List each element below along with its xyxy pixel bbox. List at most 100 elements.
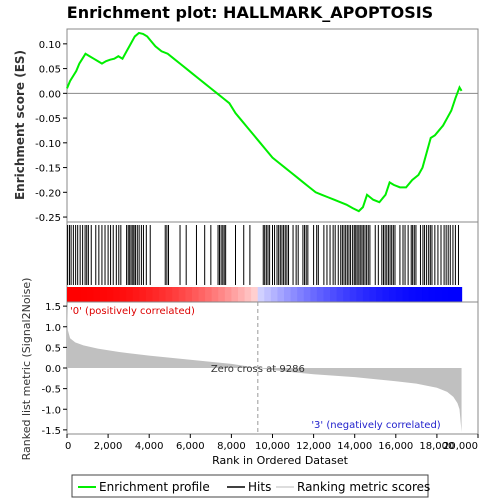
color-bar-segment: [376, 287, 384, 302]
color-bar-segment: [448, 287, 456, 302]
es-plot-frame: [66, 28, 479, 223]
color-bar-segment: [323, 287, 331, 302]
es-y-tick-label: -0.25: [35, 213, 61, 224]
legend-hits-label: Hits: [248, 480, 271, 494]
color-bar-segment: [454, 287, 463, 302]
color-bar-segment: [408, 287, 417, 302]
zero-cross-label: Zero cross at 9286: [211, 364, 305, 375]
ranked-panel: Zero cross at 9286 '0' (positively corre…: [20, 278, 479, 461]
es-y-tick-label: -0.20: [35, 188, 61, 199]
x-tick-label: 12,000: [296, 441, 331, 452]
color-bar-segment: [277, 287, 285, 302]
color-bar-segment: [178, 287, 186, 302]
color-bar-segment: [224, 287, 232, 302]
color-bar-segment: [441, 287, 450, 302]
color-bar-segment: [139, 287, 147, 302]
color-bar-segment: [264, 287, 272, 302]
hits-panel: [66, 221, 479, 303]
color-bar-segment: [336, 287, 344, 302]
color-bar-segment: [113, 287, 121, 302]
ranked-y-tick-label: -1.0: [41, 405, 61, 416]
color-bar-segment: [132, 287, 140, 302]
color-bar-segment: [244, 287, 252, 302]
color-bar-segment: [218, 287, 226, 302]
color-bar-segment: [362, 287, 371, 302]
color-bar-segment: [343, 287, 351, 302]
legend: Enrichment profile Hits Ranking metric s…: [71, 474, 430, 498]
color-bar-segment: [303, 287, 311, 302]
es-y-tick-label: -0.15: [35, 164, 61, 175]
color-bar-segment: [185, 287, 193, 302]
color-bar-segment: [257, 287, 265, 302]
color-bar-segment: [205, 287, 213, 302]
legend-metric-label: Ranking metric scores: [297, 480, 430, 494]
color-bar-segment: [231, 287, 239, 302]
color-bar-segment: [395, 287, 403, 302]
ranked-y-tick-label: -1.5: [41, 426, 61, 437]
legend-profile-label: Enrichment profile: [99, 480, 210, 494]
color-bar-segment: [73, 287, 81, 302]
color-bar-segment: [80, 287, 88, 302]
color-bar-segment: [389, 287, 397, 302]
color-bar-segment: [198, 287, 206, 302]
x-axis-label: Rank in Ordered Dataset: [212, 454, 349, 467]
color-bar-segment: [237, 287, 246, 302]
positive-correlation-label: '0' (positively correlated): [70, 306, 195, 317]
negative-correlation-label: '3' (negatively correlated): [311, 420, 440, 431]
ranked-y-tick-label: -0.5: [41, 385, 61, 396]
x-tick-label: 6,000: [176, 441, 205, 452]
x-tick-label: 8,000: [217, 441, 246, 452]
ranked-y-tick-label: 0.5: [45, 343, 61, 354]
es-y-tick-label: 0.05: [39, 65, 61, 76]
color-bar-segment: [422, 287, 430, 302]
color-bar-segment: [172, 287, 180, 302]
x-tick-label: 0: [65, 441, 71, 452]
es-y-tick-label: -0.10: [35, 139, 61, 150]
color-bar-segment: [67, 287, 75, 302]
color-bar-segment: [106, 287, 114, 302]
x-tick-label: 18,000: [419, 441, 454, 452]
legend-box: [71, 474, 429, 498]
color-bar-segment: [284, 287, 292, 302]
color-bar-segment: [86, 287, 94, 302]
color-bar-segment: [251, 287, 259, 302]
color-bar-segment: [99, 287, 108, 302]
color-bar-segment: [290, 287, 298, 302]
hit-marks: [67, 225, 459, 285]
color-bar-segment: [126, 287, 134, 302]
x-tick-label: 10,000: [255, 441, 290, 452]
ranked-y-tick-label: 1.5: [45, 302, 61, 313]
color-bar-segment: [270, 287, 279, 302]
ranking-metric-area: [67, 304, 462, 432]
x-axis-ticks: 0 2,000 4,000 6,000 8,000 10,000 12,000 14,000 1…: [65, 434, 479, 452]
ranked-y-label: Ranked list metric (Signal2Noise): [20, 278, 33, 461]
color-bar-segment: [165, 287, 173, 302]
es-y-tick-label: 0.10: [39, 40, 61, 51]
color-bar-segment: [330, 287, 338, 302]
color-bar-segment: [402, 287, 410, 302]
color-bar-segment: [382, 287, 390, 302]
color-bar-segment: [356, 287, 364, 302]
es-panel: 0.10 0.05 0.00 -0.05 -0.10 -0.15 -0.20 -0.25 En…: [13, 28, 479, 224]
x-tick-label: 14,000: [337, 441, 372, 452]
es-y-label: Enrichment score (ES): [13, 50, 27, 200]
ranked-y-ticks: 1.5 1.0 0.5 0.0 -0.5 -1.0 -1.5: [41, 302, 67, 437]
x-tick-label: 2,000: [94, 441, 123, 452]
enrichment-profile-line: [66, 31, 463, 213]
color-bar-segment: [152, 287, 160, 302]
color-bar-segment: [297, 287, 305, 302]
color-bar-segment: [435, 287, 443, 302]
x-tick-label: 20,000: [443, 441, 478, 452]
color-bar-segment: [349, 287, 357, 302]
ranked-y-tick-label: 1.0: [45, 323, 61, 334]
x-tick-label: 16,000: [378, 441, 413, 452]
color-bar-segment: [316, 287, 325, 302]
color-bar-segment: [428, 287, 436, 302]
ranked-y-tick-label: 0.0: [45, 364, 61, 375]
color-bar-segment: [369, 287, 377, 302]
color-bar-segment: [415, 287, 423, 302]
correlation-color-bar: [67, 287, 463, 302]
es-y-ticks: 0.10 0.05 0.00 -0.05 -0.10 -0.15 -0.20 -0.25: [35, 40, 67, 224]
color-bar-segment: [119, 287, 127, 302]
